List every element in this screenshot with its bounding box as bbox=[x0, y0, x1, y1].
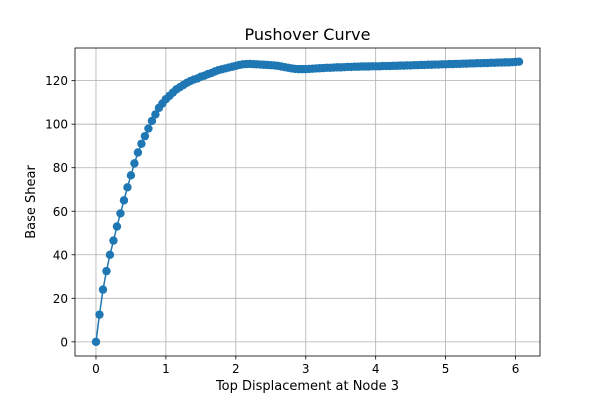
data-point bbox=[144, 124, 153, 133]
data-point bbox=[151, 110, 160, 119]
x-axis-label: Top Displacement at Node 3 bbox=[215, 379, 399, 394]
x-tick-label: 0 bbox=[92, 362, 100, 376]
axes-frame bbox=[74, 47, 541, 357]
y-tick-label: 60 bbox=[53, 205, 68, 219]
x-tick-label: 4 bbox=[372, 362, 380, 376]
y-tick-label: 120 bbox=[45, 74, 68, 88]
data-point bbox=[116, 209, 125, 218]
data-point bbox=[133, 148, 143, 157]
data-point bbox=[105, 250, 115, 259]
data-point bbox=[147, 116, 157, 126]
y-tick-label: 0 bbox=[60, 335, 68, 349]
data-point bbox=[91, 337, 101, 347]
data-point bbox=[140, 131, 150, 141]
y-tick-label: 40 bbox=[53, 248, 68, 262]
data-point bbox=[102, 266, 111, 276]
data-point bbox=[130, 159, 139, 168]
grid bbox=[75, 48, 540, 356]
x-tick-label: 5 bbox=[442, 362, 450, 376]
y-tick-label: 80 bbox=[53, 161, 68, 175]
y-tick-label: 100 bbox=[45, 118, 68, 132]
x-tick-label: 3 bbox=[302, 362, 310, 376]
x-tick-label: 6 bbox=[512, 362, 520, 376]
x-ticks: 0 1 2 3 4 5 6 bbox=[92, 356, 519, 376]
data-point bbox=[137, 139, 146, 148]
data-point bbox=[514, 57, 524, 66]
x-tick-label: 2 bbox=[232, 362, 240, 376]
chart-title: Pushover Curve bbox=[245, 25, 371, 44]
data-point bbox=[95, 310, 104, 319]
y-tick-label: 20 bbox=[53, 292, 68, 306]
data-point bbox=[98, 285, 108, 294]
data-point bbox=[126, 171, 136, 180]
y-axis-label: Base Shear bbox=[24, 165, 39, 239]
data-point bbox=[119, 196, 129, 205]
y-ticks: 0 20 40 60 80 100 120 bbox=[45, 74, 75, 349]
data-point bbox=[123, 183, 132, 192]
data-point bbox=[112, 222, 122, 231]
plot-area bbox=[91, 57, 524, 347]
data-point bbox=[109, 236, 118, 245]
x-tick-label: 1 bbox=[162, 362, 170, 376]
